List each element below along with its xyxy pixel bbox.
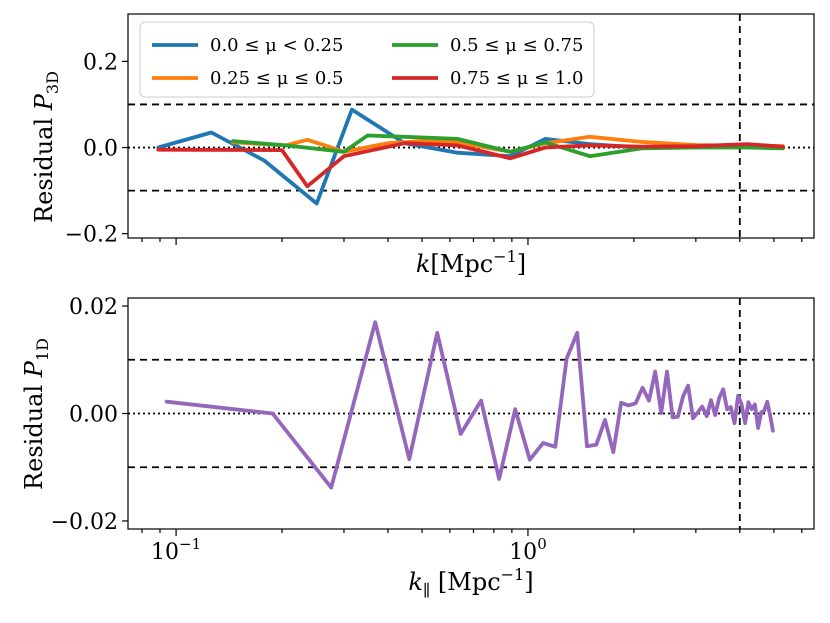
- legend-label-2: 0.5 ≤ μ ≤ 0.75: [450, 35, 583, 56]
- top-y-tick-label-1: −0.2: [65, 223, 118, 248]
- legend-entry-3: 0.25 ≤ μ ≤ 0.5: [152, 68, 343, 89]
- legend-label-1: 0.0 ≤ μ < 0.25: [210, 35, 343, 56]
- bottom-y-tick-label-2: 0.00: [69, 403, 118, 428]
- top-y-axis-label-subscript: 3D: [43, 71, 62, 94]
- bottom-y-tick-label-3: 0.02: [69, 295, 118, 320]
- bottom-x-tick-label-1: 10−1: [151, 535, 201, 565]
- top-y-tick-label-3: 0.2: [83, 50, 118, 75]
- legend: 0.0 ≤ μ < 0.25 0.5 ≤ μ ≤ 0.75 0.25 ≤ μ ≤…: [139, 21, 595, 98]
- bottom-y-axis-label-main: Residual: [20, 377, 48, 490]
- top-y-axis-label: Residual P3D: [30, 71, 62, 223]
- top-series-line-2: [230, 134, 785, 154]
- legend-label-3: 0.25 ≤ μ ≤ 0.5: [210, 68, 343, 89]
- top-y-tick-label-2: 0.0: [83, 137, 118, 162]
- top-x-axis-label: k[Mpc−1]: [416, 247, 526, 278]
- bottom-y-axis-label: Residual P1D: [20, 338, 52, 490]
- bottom-y-axis-label-subscript: 1D: [33, 338, 52, 361]
- svg-text:Residual P3D: Residual P3D: [30, 71, 62, 223]
- svg-text:Residual P1D: Residual P1D: [20, 338, 52, 490]
- top-y-axis-label-symbol: P: [30, 93, 58, 111]
- bottom-series-line-1: [164, 320, 775, 490]
- bottom-panel: Residual P1D −0.02 0.00 0.02 10−1 100 k∥ [Mp…: [20, 295, 815, 600]
- legend-entry-4: 0.75 ≤ μ ≤ 1.0: [392, 68, 583, 89]
- top-panel: Residual P3D −0.2 0.0 0.2 0.0 ≤ μ < 0.25 0…: [30, 13, 815, 278]
- legend-entry-2: 0.5 ≤ μ ≤ 0.75: [392, 35, 583, 56]
- legend-label-4: 0.75 ≤ μ ≤ 1.0: [450, 68, 583, 89]
- legend-entry-1: 0.0 ≤ μ < 0.25: [152, 35, 343, 56]
- bottom-y-axis-label-symbol: P: [20, 360, 48, 378]
- bottom-x-tick-label-2: 100: [509, 535, 547, 565]
- top-y-axis-label-main: Residual: [30, 110, 58, 223]
- top-series-line-4: [156, 141, 785, 189]
- top-axes-frame: [127, 13, 815, 239]
- bottom-x-axis-label: k∥ [Mpc−1]: [408, 565, 533, 600]
- bottom-y-tick-label-1: −0.02: [51, 510, 118, 535]
